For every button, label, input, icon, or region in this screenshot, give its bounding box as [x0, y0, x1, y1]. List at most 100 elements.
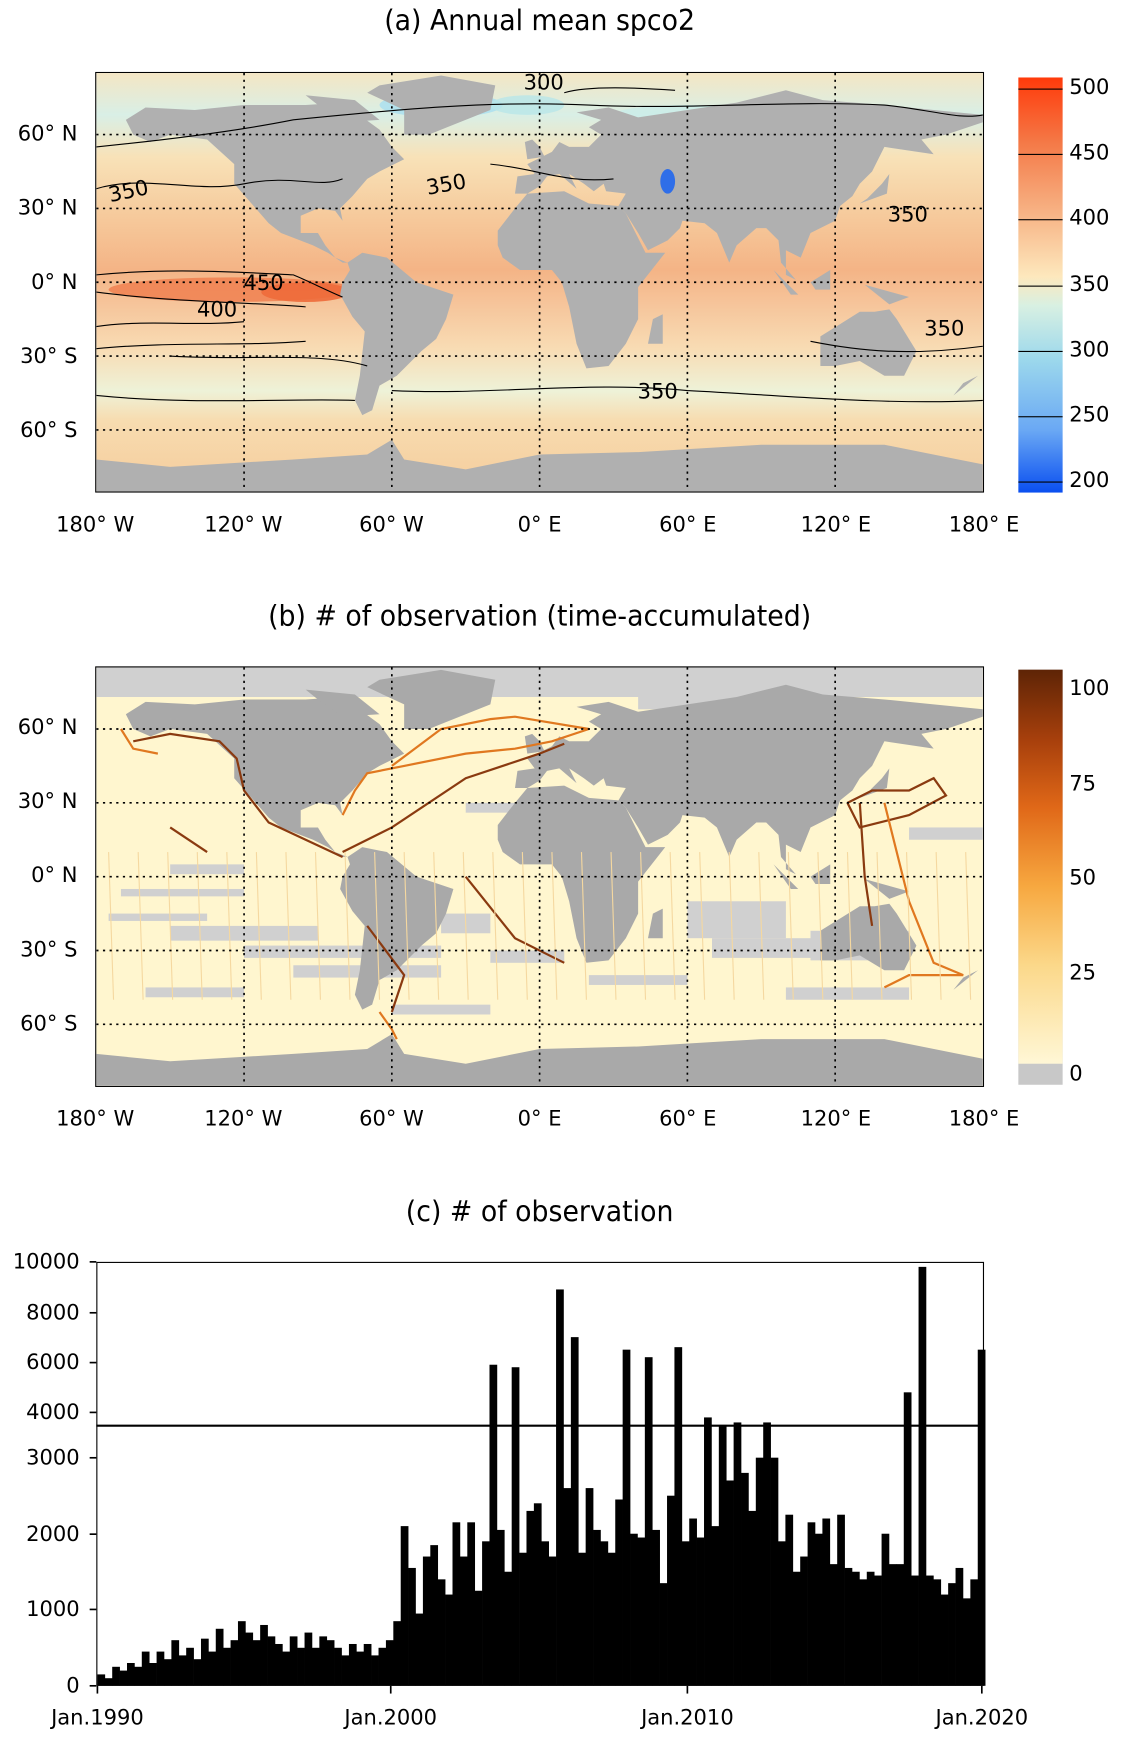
- colorbar-tick-line: [1018, 219, 1063, 221]
- bar: [977, 1349, 985, 1686]
- bar: [444, 1594, 453, 1686]
- bar: [340, 1654, 349, 1686]
- land-eurasia: [514, 684, 983, 875]
- bar: [592, 1529, 601, 1686]
- colorbar-tick-label: 250: [1069, 402, 1110, 428]
- contour-label: 300: [523, 70, 564, 96]
- land-africa: [497, 785, 666, 963]
- bar: [429, 1544, 438, 1686]
- map-canvas: [96, 667, 983, 1086]
- latitude-label: 30° N: [17, 789, 78, 814]
- bar: [651, 1529, 660, 1686]
- bar: [851, 1571, 860, 1686]
- ship-track: [121, 729, 158, 754]
- contour-line: [96, 104, 983, 147]
- bar: [696, 1536, 704, 1686]
- colorbar-tick-label: 200: [1069, 468, 1110, 493]
- land-madagascar: [647, 314, 663, 344]
- sparse-track: [227, 852, 232, 1000]
- bar: [629, 1533, 638, 1686]
- bar: [200, 1638, 209, 1686]
- longitude-label: 60° E: [659, 1106, 717, 1132]
- colorbar-tick-label: 500: [1069, 75, 1110, 100]
- contour-label: 350: [924, 316, 965, 341]
- bar: [148, 1662, 157, 1686]
- colorbar-tick-label: 50: [1069, 865, 1097, 890]
- bar: [400, 1525, 408, 1686]
- bar: [659, 1582, 667, 1686]
- bar: [710, 1525, 719, 1686]
- latitude-label: 60° S: [20, 1011, 78, 1037]
- bar: [681, 1540, 690, 1686]
- contour-line: [96, 322, 305, 349]
- sparse-track: [670, 852, 675, 1000]
- land-japan: [859, 768, 890, 798]
- bar: [688, 1517, 697, 1686]
- bar: [903, 1391, 911, 1686]
- bar: [303, 1632, 312, 1686]
- land-south-america: [340, 252, 454, 416]
- land-madagascar: [647, 908, 663, 939]
- bar: [644, 1356, 653, 1686]
- bar: [525, 1510, 534, 1686]
- no-data-region: [145, 987, 245, 998]
- bar: [111, 1666, 120, 1686]
- no-data-region: [588, 975, 688, 985]
- sparse-track: [286, 852, 291, 1000]
- no-data-region: [712, 938, 823, 958]
- ship-track: [847, 778, 946, 827]
- contour-line: [564, 88, 675, 93]
- land-japan: [859, 173, 890, 204]
- bar: [954, 1567, 963, 1686]
- y-tick-label: 0: [66, 1673, 80, 1698]
- land-australia: [820, 309, 917, 376]
- bar: [318, 1635, 327, 1686]
- panel-c-title: (c) # of observation: [405, 1195, 674, 1229]
- colorbar-tick-line: [1018, 481, 1063, 483]
- sparse-track: [818, 852, 823, 1000]
- land-borneo: [810, 269, 831, 290]
- bar: [503, 1571, 512, 1686]
- land-new-guinea: [864, 879, 910, 899]
- observation-bar-chart: [89, 1260, 985, 1694]
- bar: [252, 1639, 260, 1686]
- land-south-america: [340, 847, 454, 1010]
- bar: [466, 1521, 475, 1686]
- bar: [474, 1590, 482, 1686]
- bar: [962, 1597, 971, 1686]
- bar: [274, 1643, 283, 1686]
- bar: [599, 1540, 608, 1686]
- contour-line: [392, 387, 983, 402]
- longitude-label: 180° W: [56, 1106, 135, 1132]
- bar: [407, 1567, 416, 1686]
- longitude-label: 60° E: [659, 512, 717, 537]
- longitude-label: 0° E: [517, 1106, 562, 1132]
- bar: [348, 1643, 357, 1686]
- ship-track: [367, 926, 404, 1012]
- x-tick-label: Jan.1990: [51, 1705, 144, 1731]
- contour-label: 350: [637, 379, 678, 405]
- longitude-label: 120° W: [204, 512, 283, 537]
- x-tick-label: Jan.2020: [935, 1705, 1029, 1731]
- contour-line: [96, 271, 342, 307]
- bar: [459, 1555, 468, 1686]
- y-tick-label: 1000: [26, 1597, 80, 1622]
- sparse-track: [611, 852, 616, 1000]
- bar: [511, 1366, 519, 1686]
- bar: [377, 1647, 386, 1686]
- bar: [821, 1517, 830, 1686]
- bar: [666, 1495, 675, 1686]
- bar: [725, 1479, 734, 1686]
- bar: [207, 1651, 216, 1686]
- bar: [533, 1502, 542, 1686]
- land-north-america: [125, 102, 405, 263]
- land-greenland: [367, 669, 496, 729]
- bar: [244, 1632, 253, 1686]
- bar: [385, 1639, 394, 1686]
- bar: [326, 1639, 334, 1686]
- bar: [969, 1578, 978, 1686]
- bar: [807, 1521, 815, 1686]
- latitude-label: 0° N: [31, 863, 78, 888]
- land-baffin: [305, 95, 380, 123]
